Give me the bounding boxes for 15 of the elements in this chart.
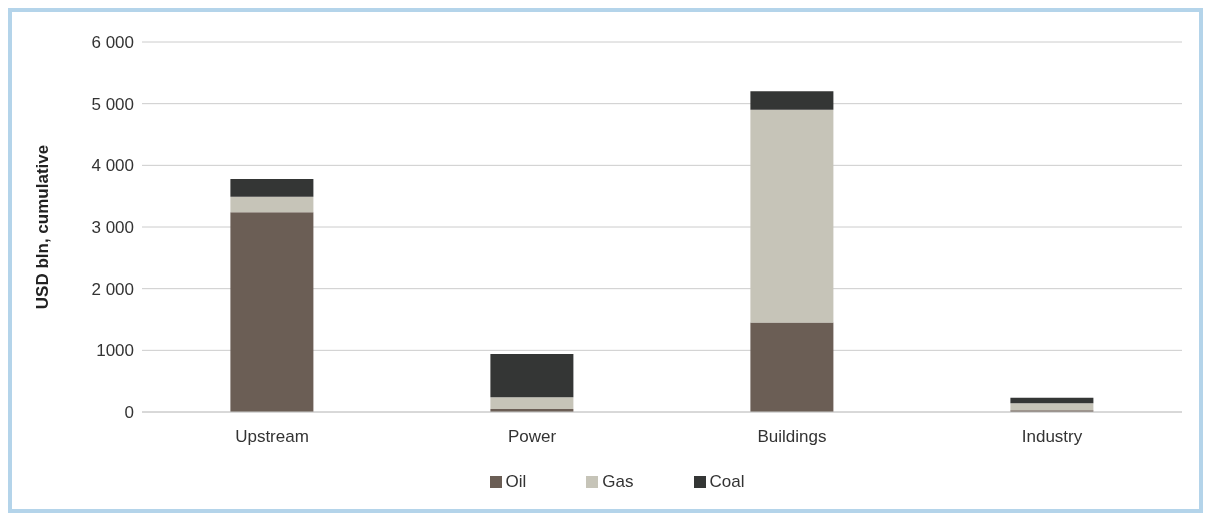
x-tick-label: Industry xyxy=(1021,427,1083,447)
y-tick-label: 0 xyxy=(124,403,134,423)
x-tick-label: Power xyxy=(507,427,557,447)
legend-label: Coal xyxy=(708,472,745,492)
y-tick-label: 1000 xyxy=(96,341,134,361)
legend-label: Gas xyxy=(601,472,634,492)
y-tick-label: 5 000 xyxy=(91,94,134,114)
y-tick-label: 6 000 xyxy=(91,33,134,53)
x-tick-label: Upstream xyxy=(235,427,309,447)
legend-label: Oil xyxy=(504,472,527,492)
y-axis-title: USD bln, cumulative xyxy=(33,144,53,310)
y-tick-label: 3 000 xyxy=(91,218,134,238)
y-tick-label: 4 000 xyxy=(91,156,134,176)
x-tick-label: Buildings xyxy=(757,427,827,447)
y-tick-label: 2 000 xyxy=(91,279,134,299)
